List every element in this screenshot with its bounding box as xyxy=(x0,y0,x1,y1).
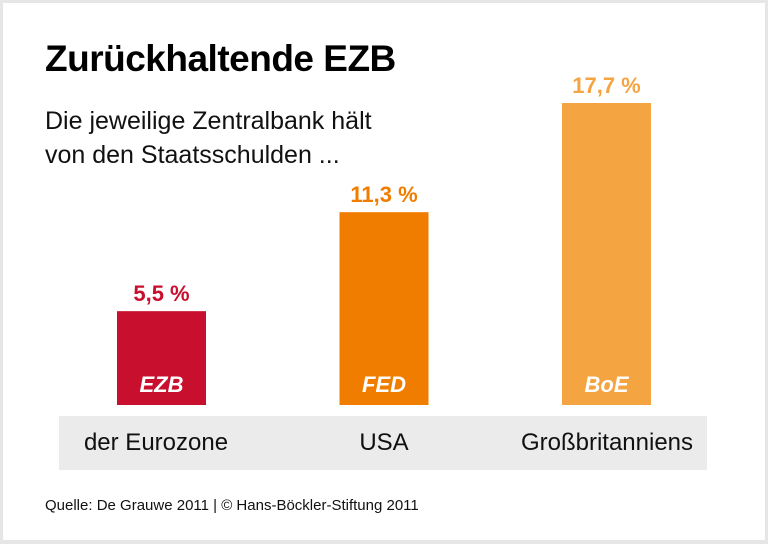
value-label-fed: 11,3 % xyxy=(350,182,417,207)
bar-fed xyxy=(339,212,429,405)
category-label-eurozone: der Eurozone xyxy=(83,429,229,456)
bar-boe xyxy=(562,103,651,405)
value-label-boe: 17,7 % xyxy=(572,73,641,98)
category-label-usa: USA xyxy=(359,429,409,456)
bar-ezb xyxy=(117,311,206,405)
bar-label-boe: BoE xyxy=(585,372,630,397)
bar-label-fed: FED xyxy=(362,372,406,397)
category-label-grossbritannien: Großbritanniens xyxy=(520,429,694,456)
bar-label-ezb: EZB xyxy=(140,372,184,397)
chart-title: Zurückhaltende EZB xyxy=(45,38,396,79)
source-note: Quelle: De Grauwe 2011 | © Hans-Böckler-… xyxy=(45,497,419,514)
subtitle-line-2: von den Staatsschulden ... xyxy=(45,141,340,169)
category-label-band xyxy=(59,416,707,470)
subtitle-line-1: Die jeweilige Zentralbank hält xyxy=(45,107,372,135)
value-label-ezb: 5,5 % xyxy=(133,281,189,306)
chart-subtitle: Die jeweilige Zentralbank hält von den S… xyxy=(45,104,445,172)
